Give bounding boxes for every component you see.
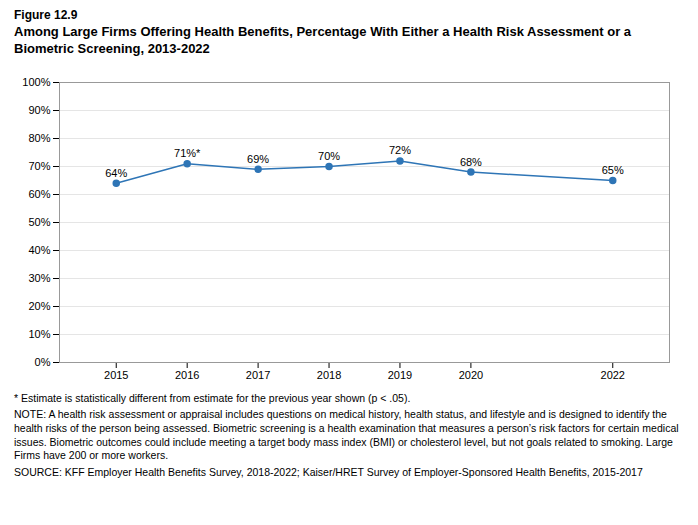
svg-text:100%: 100% <box>22 76 50 88</box>
svg-text:2018: 2018 <box>317 369 341 381</box>
svg-text:10%: 10% <box>28 328 50 340</box>
html-text:NOTE: A health risk assessment: NOTE: A health risk assessment or apprai… <box>14 408 679 462</box>
svg-text:2016: 2016 <box>175 369 199 381</box>
html-text:SOURCE: KFF Employer Health Be: SOURCE: KFF Employer Health Benefits Sur… <box>14 466 643 478</box>
svg-text:50%: 50% <box>28 216 50 228</box>
svg-text:20%: 20% <box>28 300 50 312</box>
svg-text:70%: 70% <box>318 150 340 162</box>
svg-text:90%: 90% <box>28 104 50 116</box>
svg-text:72%: 72% <box>389 144 411 156</box>
svg-text:68%: 68% <box>460 155 482 167</box>
svg-text:0%: 0% <box>35 356 51 368</box>
svg-text:71%*: 71%* <box>174 147 201 159</box>
svg-text:70%: 70% <box>28 160 50 172</box>
svg-text:2022: 2022 <box>601 369 625 381</box>
html-text:* Estimate is statistically di: * Estimate is statistically different fr… <box>14 391 411 404</box>
svg-text:60%: 60% <box>28 188 50 200</box>
svg-text:2017: 2017 <box>246 369 270 381</box>
html-text:Among Large Firms Offering Hea: Among Large Firms Offering Health Benefi… <box>14 24 632 56</box>
svg-text:80%: 80% <box>28 132 50 144</box>
svg-text:2020: 2020 <box>459 369 483 381</box>
svg-text:65%: 65% <box>602 164 624 176</box>
svg-text:69%: 69% <box>247 153 269 165</box>
svg-text:2019: 2019 <box>388 369 412 381</box>
html-text:Figure 12.9: Figure 12.9 <box>14 8 78 22</box>
svg-text:64%: 64% <box>105 167 127 179</box>
svg-text:2015: 2015 <box>104 369 128 381</box>
svg-text:30%: 30% <box>28 272 50 284</box>
svg-text:40%: 40% <box>28 244 50 256</box>
